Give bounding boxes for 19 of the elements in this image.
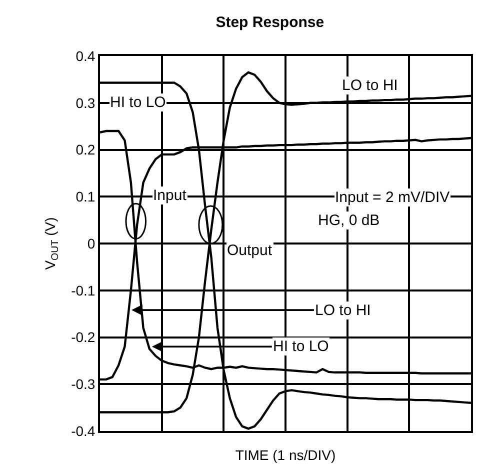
y-tick-label: -0.3 (71, 376, 96, 392)
annotation: HI to LO (110, 94, 166, 111)
y-tick-label: 0.4 (76, 48, 96, 64)
y-tick-label: 0.1 (76, 188, 96, 205)
annotation: LO to HI (342, 77, 398, 94)
chart-title: Step Response (216, 14, 324, 32)
y-tick-label: 0.2 (76, 142, 96, 158)
annotation: Output (227, 242, 273, 259)
y-tick-label: -0.2 (71, 329, 96, 346)
x-axis-title: TIME (1 ns/DIV) (235, 446, 336, 463)
y-tick-label: 0.3 (76, 94, 96, 111)
y-tick-label: -0.1 (71, 282, 96, 298)
y-tick-label: 0 (87, 235, 96, 252)
y-tick-label: -0.4 (71, 422, 96, 439)
annotation: HI to LO (273, 338, 329, 355)
annotation: HG, 0 dB (318, 212, 380, 229)
annotation: Input (153, 187, 188, 204)
annotation: LO to HI (315, 302, 371, 319)
annotation: Input = 2 mV/DIV (335, 189, 450, 206)
